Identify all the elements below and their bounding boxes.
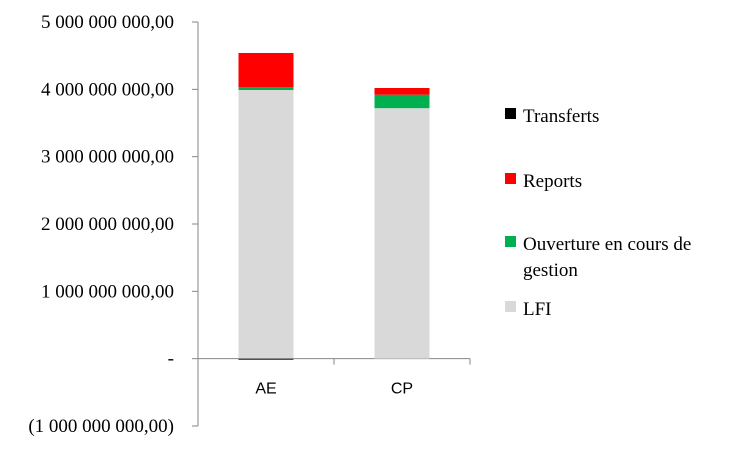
y-tick-label: - [168,349,174,370]
legend-label: Reports [523,171,582,192]
bar-segment-ae-transferts [238,358,294,360]
legend-swatch [505,108,516,119]
legend-item: Transferts [505,106,599,127]
legend-label: Ouverture en cours de gestion [523,234,691,281]
y-tick-label: 4 000 000 000,00 [41,79,174,100]
y-tick-label: 1 000 000 000,00 [41,281,174,302]
legend-item: Ouverture en cours de gestion [505,234,691,281]
legend-swatch [505,301,516,312]
y-tick-label: 5 000 000 000,00 [41,12,174,33]
plot-area [192,21,471,427]
bar-segment-cp-ouverture-en-cours-de-gestion [374,94,430,109]
legend-item: LFI [505,299,552,320]
legend-label: LFI [523,299,552,320]
y-tick-label: (1 000 000 000,00) [28,416,174,437]
bar-segment-ae-ouverture-en-cours-de-gestion [238,87,294,91]
legend-item: Reports [505,171,582,192]
y-tick-label: 2 000 000 000,00 [41,214,174,235]
bar-segment-cp-lfi [374,108,430,359]
legend-label: Transferts [523,106,599,127]
x-tick-label: CP [391,381,413,398]
bar-segment-cp-reports [374,87,430,95]
x-axis-tick-labels: AE CP [255,381,413,398]
legend-swatch [505,173,516,184]
legend-swatch [505,236,516,247]
legend: Transferts Reports Ouverture en cours de ge… [505,106,691,320]
x-tick-label: AE [255,381,276,398]
bar-segment-ae-lfi [238,90,294,359]
y-tick-label: 3 000 000 000,00 [41,147,174,168]
bar-segment-ae-reports [238,52,294,88]
y-axis-tick-labels: 5 000 000 000,00 4 000 000 000,00 3 000 00… [28,12,174,437]
